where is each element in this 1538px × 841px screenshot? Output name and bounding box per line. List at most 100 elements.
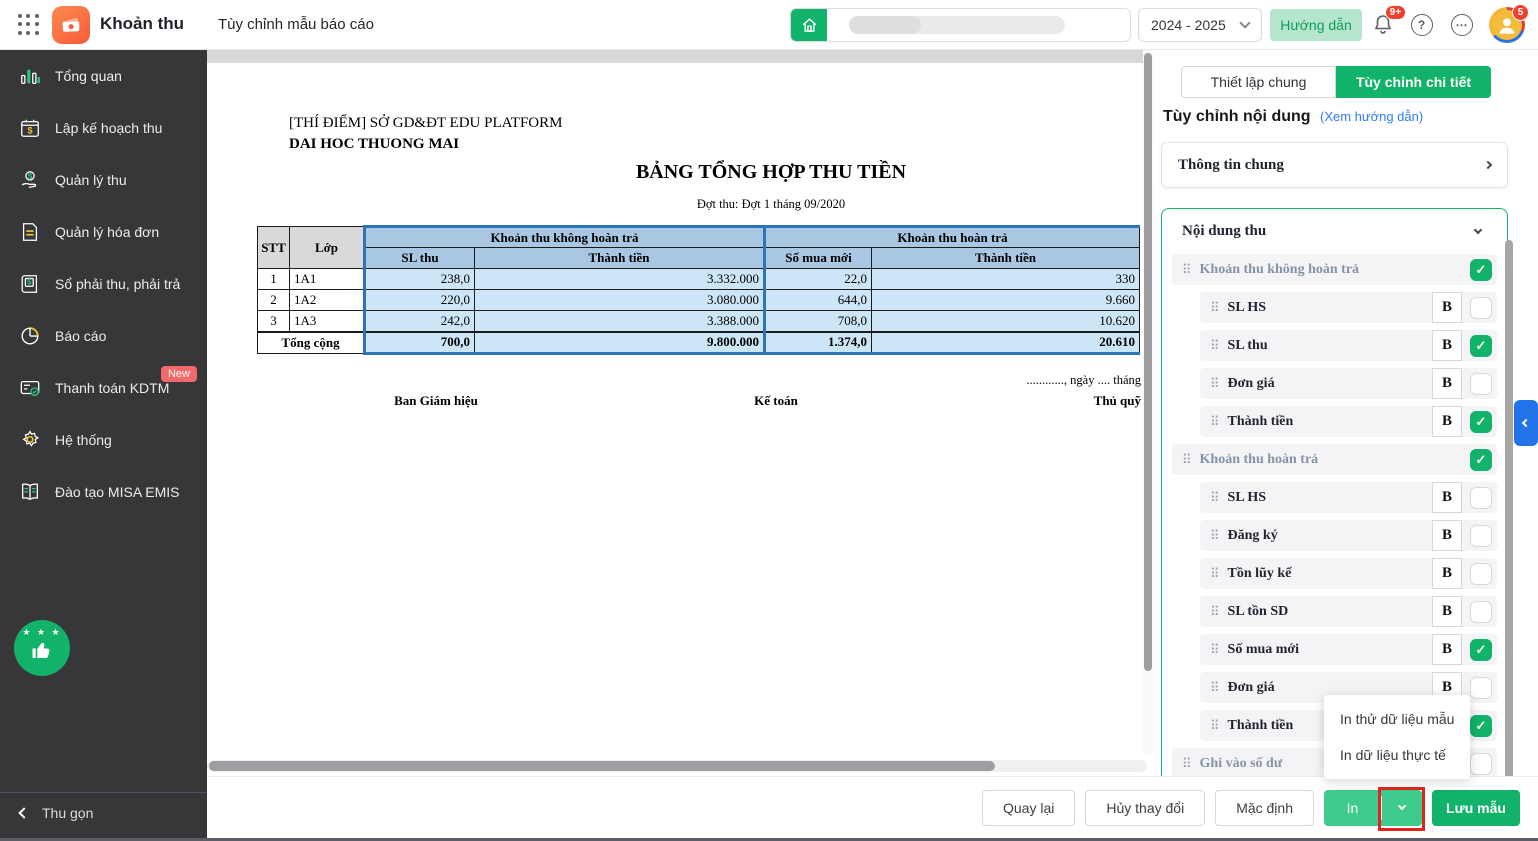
drag-handle-icon[interactable]: ⠿	[1210, 680, 1220, 695]
checkbox[interactable]	[1470, 334, 1492, 357]
bold-toggle-button[interactable]: B	[1432, 482, 1462, 513]
drag-handle-icon[interactable]: ⠿	[1210, 642, 1220, 657]
table-total-row: Tổng cộng 700,0 9.800.000 1.374,0 20.610	[257, 330, 1140, 355]
bold-toggle-button[interactable]: B	[1432, 368, 1462, 399]
drag-handle-icon[interactable]: ⠿	[1182, 262, 1192, 277]
checkbox[interactable]	[1470, 410, 1492, 433]
print-dropdown-toggle[interactable]	[1382, 801, 1422, 810]
menu-item-print-sample[interactable]: In thử dữ liệu mẫu	[1340, 710, 1455, 727]
checkbox[interactable]	[1470, 258, 1492, 281]
sidebar-collapse-button[interactable]: Thu gọn	[0, 792, 207, 833]
report-page: [THÍ ĐIỂM] SỞ GD&ĐT EDU PLATFORM DAI HOC…	[211, 63, 1151, 757]
sidebar-item-label: Sổ phải thu, phải trả	[55, 276, 181, 292]
scrollbar-thumb[interactable]	[209, 761, 995, 771]
sidebar-item-dao-tao-misa-emis[interactable]: Đào tạo MISA EMIS	[0, 466, 207, 518]
cell-stt: 2	[257, 289, 290, 311]
content-section-label: Nội dung thu	[1182, 223, 1267, 239]
panel-collapse-tab[interactable]	[1514, 400, 1538, 446]
sidebar-item-quan-ly-hoa-don[interactable]: Quản lý hóa đơn	[0, 206, 207, 258]
discard-changes-button[interactable]: Hủy thay đổi	[1085, 789, 1206, 826]
chevron-down-icon	[1397, 801, 1407, 810]
back-button[interactable]: Quay lại	[982, 789, 1076, 826]
checkbox[interactable]	[1470, 600, 1492, 623]
bold-toggle-button[interactable]: B	[1432, 406, 1462, 437]
hand-coin-icon: $	[18, 168, 42, 192]
home-icon	[802, 17, 816, 32]
drag-handle-icon[interactable]: ⠿	[1210, 300, 1220, 315]
panel-scrollbar[interactable]	[1505, 240, 1513, 778]
drag-handle-icon[interactable]: ⠿	[1210, 490, 1220, 505]
sidebar-item-bao-cao[interactable]: Báo cáo	[0, 310, 207, 362]
checkbox[interactable]	[1470, 372, 1492, 395]
default-button[interactable]: Mặc định	[1215, 789, 1314, 826]
home-button[interactable]	[791, 9, 827, 41]
drag-handle-icon[interactable]: ⠿	[1182, 452, 1192, 467]
col-header-lop: Lớp	[289, 226, 365, 269]
sidebar-item-so-phai-thu-phai-tra[interactable]: $ Sổ phải thu, phải trả	[0, 258, 207, 310]
signature-roles: Ban Giám hiệu Kế toán Thủ quỹ	[211, 393, 1141, 413]
bold-toggle-button[interactable]: B	[1432, 634, 1462, 665]
help-button[interactable]: ?	[1409, 12, 1434, 37]
view-guide-link[interactable]: (Xem hướng dẫn)	[1319, 109, 1424, 124]
scrollbar-thumb[interactable]	[1144, 53, 1152, 671]
tab-tuy-chinh-chi-tiet[interactable]: Tùy chỉnh chi tiết	[1336, 66, 1491, 98]
top-bar: Khoản thu Tùy chỉnh mẫu báo cáo 2024 - 2…	[0, 0, 1538, 50]
sidebar-item-label: Quản lý thu	[55, 172, 127, 188]
khoan-thu-app-icon[interactable]	[52, 6, 90, 44]
drag-handle-icon[interactable]: ⠿	[1210, 718, 1220, 733]
checkbox[interactable]	[1470, 524, 1492, 547]
guide-button[interactable]: Hướng dẫn	[1270, 9, 1362, 41]
sidebar-item-tong-quan[interactable]: Tổng quan	[0, 50, 207, 102]
checkbox[interactable]	[1470, 486, 1492, 509]
sidebar-item-quan-ly-thu[interactable]: $ Quản lý thu	[0, 154, 207, 206]
bold-toggle-button[interactable]: B	[1432, 558, 1462, 589]
card-payment-icon	[18, 376, 42, 400]
cell-thanh-tien-2: 9.660	[871, 289, 1140, 311]
tab-thiet-lap-chung[interactable]: Thiết lập chung	[1181, 66, 1336, 98]
checkbox[interactable]	[1470, 638, 1492, 661]
checkbox[interactable]	[1470, 296, 1492, 319]
field-label: Thành tiền	[1227, 717, 1294, 733]
svg-text:$: $	[28, 172, 33, 181]
bold-toggle-button[interactable]: B	[1432, 520, 1462, 551]
more-options-button[interactable]: ⋯	[1449, 12, 1474, 37]
bold-toggle-button[interactable]: B	[1432, 596, 1462, 627]
bold-toggle-button[interactable]: B	[1432, 292, 1462, 323]
sidebar-item-label: Tổng quan	[55, 68, 122, 84]
footer-bar: Quay lại Hủy thay đổi Mặc định In thử dữ…	[207, 694, 1538, 838]
save-template-button[interactable]: Lưu mẫu	[1432, 789, 1520, 826]
sidebar-item-thanh-toan-kdtm[interactable]: Thanh toán KDTM New	[0, 362, 207, 414]
checkbox[interactable]	[1470, 752, 1492, 775]
checkbox[interactable]	[1470, 676, 1492, 699]
feedback-like-button[interactable]: ★ ★ ★	[14, 620, 70, 676]
user-avatar[interactable]: 5	[1489, 4, 1529, 43]
field-row-sl-ton-sd: ⠿ SL tồn SD B	[1200, 596, 1497, 627]
sidebar-item-lap-ke-hoach-thu[interactable]: $ Lập kế hoạch thu	[0, 102, 207, 154]
preview-vertical-scrollbar[interactable]	[1143, 50, 1153, 756]
panel-tabs: Thiết lập chung Tùy chỉnh chi tiết	[1181, 66, 1491, 98]
drag-handle-icon[interactable]: ⠿	[1210, 376, 1220, 391]
preview-horizontal-scrollbar[interactable]	[207, 760, 1147, 772]
menu-item-print-real[interactable]: In dữ liệu thực tế	[1340, 746, 1446, 763]
general-info-card[interactable]: Thông tin chung	[1161, 142, 1508, 188]
field-row-sl-hs: ⠿ SL HS B	[1200, 292, 1497, 323]
notifications-button[interactable]: 9+	[1371, 5, 1406, 38]
checkbox[interactable]	[1470, 448, 1492, 471]
drag-handle-icon[interactable]: ⠿	[1210, 566, 1220, 581]
school-year-select[interactable]: 2024 - 2025	[1138, 8, 1262, 42]
checkbox[interactable]	[1470, 714, 1492, 737]
bold-toggle-button[interactable]: B	[1432, 330, 1462, 361]
content-section-header[interactable]: Nội dung thu	[1172, 221, 1497, 254]
drag-handle-icon[interactable]: ⠿	[1182, 756, 1192, 771]
sidebar-item-he-thong[interactable]: Hệ thống	[0, 414, 207, 466]
drag-handle-icon[interactable]: ⠿	[1210, 528, 1220, 543]
drag-handle-icon[interactable]: ⠿	[1210, 414, 1220, 429]
notification-badge: 9+	[1385, 5, 1406, 20]
cell-thanh-tien-1: 3.080.000	[474, 289, 765, 311]
search-input[interactable]	[790, 8, 1131, 42]
app-grid-icon[interactable]	[18, 14, 40, 36]
print-button[interactable]: In	[1324, 789, 1422, 826]
checkbox[interactable]	[1470, 562, 1492, 585]
drag-handle-icon[interactable]: ⠿	[1210, 338, 1220, 353]
drag-handle-icon[interactable]: ⠿	[1210, 604, 1220, 619]
